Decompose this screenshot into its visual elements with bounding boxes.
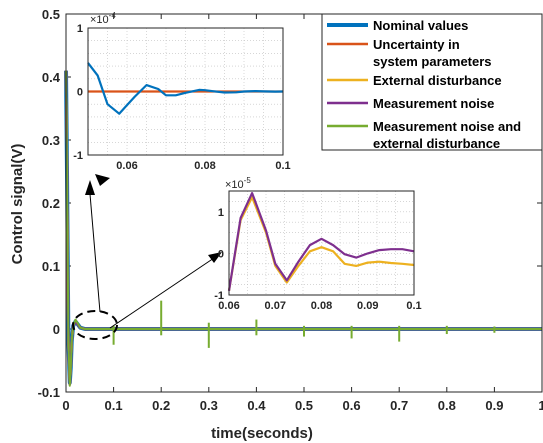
inset-2-y-tick-label: -1 [214, 290, 224, 302]
y-tick-label: 0 [53, 322, 60, 337]
inset-1-x-tick-label: 0.08 [194, 160, 215, 172]
arrow-to-inset-2 [109, 255, 218, 329]
y-tick-label: -0.1 [38, 385, 60, 400]
inset-2-y-tick-label: 1 [218, 207, 224, 219]
inset-2-x-tick-label: 0.07 [265, 300, 286, 312]
arrow-head-inset-1-top [95, 174, 110, 186]
y-tick-label: 0.5 [42, 7, 60, 22]
y-tick-label: 0.4 [42, 70, 61, 85]
inset-plot-1: 0.06 0.08 0.1 -1 0 1 ×10-4 [73, 11, 290, 172]
legend-label-nominal-values: Nominal values [373, 18, 468, 33]
inset-1-x-tick-label: 0.1 [275, 160, 290, 172]
inset-1-scale-factor: ×10-4 [90, 11, 116, 26]
inset-1-line-nominal-values [87, 62, 284, 115]
legend-label-external-disturbance: External disturbance [373, 73, 502, 88]
y-tick-label: 0.2 [42, 196, 60, 211]
legend: Nominal values Uncertainty in system param… [321, 13, 543, 151]
x-tick-label: 1 [538, 398, 543, 413]
zoom-region-ellipse [72, 310, 118, 340]
arrow-to-inset-1 [89, 193, 101, 313]
y-tick-label: 0.3 [42, 133, 60, 148]
legend-label-uncertainty-in-system-parameters: Uncertainty in system parameters [373, 37, 492, 69]
inset-1-x-tick-label: 0.06 [116, 160, 137, 172]
legend-label-measurement-noise: Measurement noise [373, 96, 494, 111]
inset-1-frame [87, 27, 284, 156]
legend-box [321, 13, 543, 151]
inset-2-x-tick-label: 0.1 [406, 300, 421, 312]
arrow-head-inset-1 [85, 180, 95, 195]
inset-1-y-tick-label: -1 [73, 150, 83, 162]
x-tick-label: 0.9 [485, 398, 503, 413]
series-line-measurement-noise-and-external-disturbance [65, 70, 542, 387]
inset-1-scale-base: ×10 [90, 14, 109, 26]
inset-1-y-tick-label: 1 [77, 23, 83, 35]
inset-2-x-tick-label: 0.06 [218, 300, 239, 312]
y-tick-label: 0.1 [42, 259, 60, 274]
x-tick-label: 0 [62, 398, 69, 413]
inset-1-scale-exponent: -4 [109, 11, 117, 20]
inset-2-scale-base: ×10 [225, 179, 244, 191]
inset-2-frame [228, 190, 415, 296]
inset-2-line-measurement-noise [227, 192, 415, 291]
x-tick-label: 0.1 [105, 398, 123, 413]
inset-2-scale-factor: ×10-5 [225, 176, 251, 191]
x-tick-label: 0.4 [247, 398, 266, 413]
x-tick-label: 0.7 [390, 398, 408, 413]
x-tick-label: 0.6 [343, 398, 361, 413]
main-plot-frame [65, 13, 543, 393]
arrow-head-inset-2 [208, 252, 222, 263]
x-tick-label: 0.2 [152, 398, 170, 413]
x-axis-label: time(seconds) [211, 425, 313, 442]
x-tick-label: 0.3 [200, 398, 218, 413]
x-tick-label: 0.5 [295, 398, 313, 413]
legend-label-measurement-noise-and-external-disturbance: Measurement noise and external disturbanc… [373, 119, 521, 151]
y-axis-label: Control signal(V) [9, 144, 26, 265]
inset-2-x-tick-label: 0.08 [311, 300, 332, 312]
inset-2-scale-exponent: -5 [244, 176, 252, 185]
zoom-annotations [72, 174, 222, 340]
inset-plot-2: 0.06 0.07 0.08 0.09 0.1 -1 0 1 ×10-5 [214, 176, 421, 312]
x-tick-label: 0.8 [438, 398, 456, 413]
inset-2-x-tick-label: 0.09 [357, 300, 378, 312]
inset-1-y-tick-label: 0 [77, 87, 83, 99]
inset-2-y-tick-label: 0 [218, 248, 224, 260]
